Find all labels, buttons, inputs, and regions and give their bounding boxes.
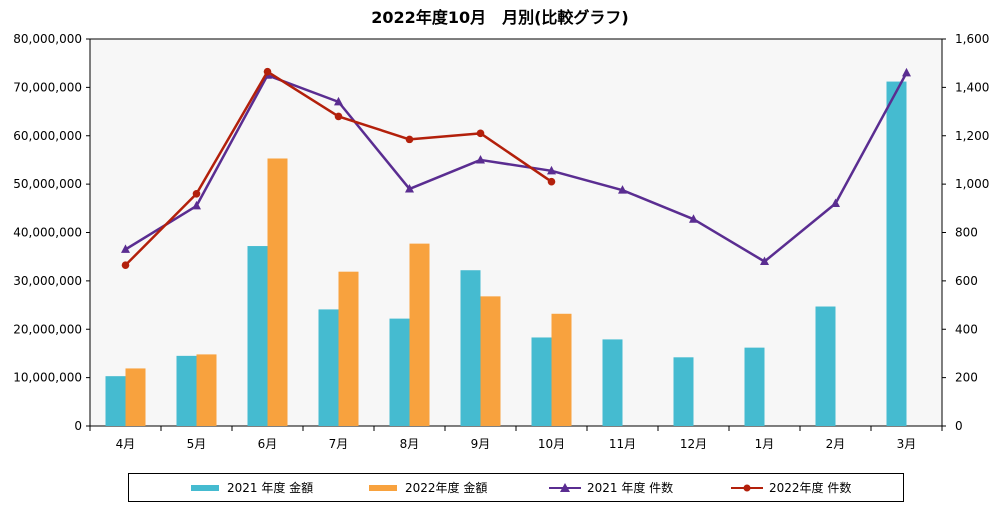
y-right-tick-label: 1,600	[955, 32, 989, 46]
chart-title: 2022年度10月 月別(比較グラフ)	[371, 8, 629, 27]
legend-swatch-2021-count	[549, 482, 581, 492]
point-marker	[689, 214, 698, 223]
x-tick-label: 8月	[400, 437, 420, 451]
bar	[196, 354, 217, 426]
y-left-tick-label: 60,000,000	[13, 129, 82, 143]
legend-item-2021-count: 2021 年度 件数	[547, 474, 673, 501]
y-left-tick-label: 20,000,000	[13, 322, 82, 336]
legend-swatch-2021-amount	[191, 484, 219, 491]
y-left-tick-label: 50,000,000	[13, 177, 82, 191]
x-tick-label: 12月	[680, 437, 707, 451]
point-marker	[405, 183, 414, 193]
x-tick-label: 4月	[116, 437, 136, 451]
legend-label-2022-amount: 2022年度 金額	[405, 481, 488, 495]
bar	[125, 368, 146, 426]
plot-area	[89, 38, 943, 427]
series-line	[124, 72, 908, 263]
point-marker	[334, 112, 343, 121]
y-right-tick-label: 400	[955, 322, 978, 336]
y-left-tick-label: 40,000,000	[13, 226, 82, 240]
legend: 2021 年度 金額 2022年度 金額 2021 年度 件数 2022年度 件…	[128, 473, 904, 502]
x-tick-label: 2月	[826, 437, 846, 451]
bar	[673, 357, 694, 426]
point-marker	[192, 190, 201, 198]
y-left-tick-label: 30,000,000	[13, 274, 82, 288]
point-marker	[263, 67, 272, 76]
bar	[886, 81, 907, 426]
lines-layer	[121, 67, 911, 269]
point-marker	[476, 129, 485, 138]
point-marker	[831, 198, 840, 207]
bar	[744, 347, 765, 426]
legend-label-2021-count: 2021 年度 件数	[587, 481, 674, 495]
bars-layer	[105, 81, 907, 426]
bar	[389, 318, 410, 426]
y-left-tick-label: 10,000,000	[13, 371, 82, 385]
y-left-tick-label: 70,000,000	[13, 80, 82, 94]
point-marker	[547, 165, 556, 175]
x-tick-label: 5月	[187, 437, 207, 451]
x-tick-label: 3月	[897, 437, 917, 451]
point-marker	[334, 96, 343, 106]
y-right-tick-label: 800	[955, 226, 978, 240]
point-marker	[121, 244, 130, 253]
x-tick-label: 6月	[258, 437, 278, 451]
bar	[551, 313, 572, 426]
bar	[267, 158, 288, 426]
y-left-tick-label: 0	[74, 419, 82, 433]
legend-label-2021-amount: 2021 年度 金額	[227, 481, 314, 495]
bar	[460, 270, 481, 426]
legend-label-2022-count: 2022年度 件数	[769, 481, 852, 495]
y-right-tick-label: 200	[955, 371, 978, 385]
point-marker	[618, 185, 627, 194]
bar	[338, 271, 359, 426]
point-marker	[405, 135, 414, 144]
point-marker	[476, 154, 485, 164]
y-right-tick-label: 1,200	[955, 129, 989, 143]
legend-item-2022-count: 2022年度 件数	[729, 474, 851, 501]
bar	[105, 376, 126, 426]
bar	[318, 309, 339, 426]
x-tick-label: 9月	[471, 437, 491, 451]
point-marker	[902, 67, 911, 77]
legend-item-2021-amount: 2021 年度 金額	[187, 474, 313, 501]
chart-area: 0 10,000,000 20,000,000 30,000,000 40,000,00…	[13, 32, 989, 451]
legend-item-2022-amount: 2022年度 金額	[365, 474, 487, 501]
y-right-tick-label: 1,400	[955, 80, 989, 94]
y-right-tick-label: 0	[955, 419, 963, 433]
point-marker	[547, 177, 556, 186]
axes-layer: 0 10,000,000 20,000,000 30,000,000 40,000,00…	[13, 32, 989, 451]
bar	[247, 246, 268, 426]
y-left-tick-label: 80,000,000	[13, 32, 82, 46]
x-tick-label: 7月	[329, 437, 349, 451]
bar	[480, 296, 501, 426]
bar	[176, 355, 197, 426]
y-right-tick-label: 1,000	[955, 177, 989, 191]
bar	[602, 339, 623, 426]
point-marker	[121, 261, 130, 269]
bar	[409, 243, 430, 426]
bar	[815, 306, 836, 426]
x-tick-label: 1月	[755, 437, 775, 451]
bar	[531, 337, 552, 426]
legend-swatch-2022-count	[731, 484, 763, 491]
legend-swatch-2022-amount	[369, 484, 397, 491]
x-tick-label: 10月	[538, 437, 565, 451]
y-right-tick-label: 600	[955, 274, 978, 288]
point-marker	[760, 256, 769, 266]
x-tick-label: 11月	[609, 437, 636, 451]
point-marker	[192, 200, 201, 210]
